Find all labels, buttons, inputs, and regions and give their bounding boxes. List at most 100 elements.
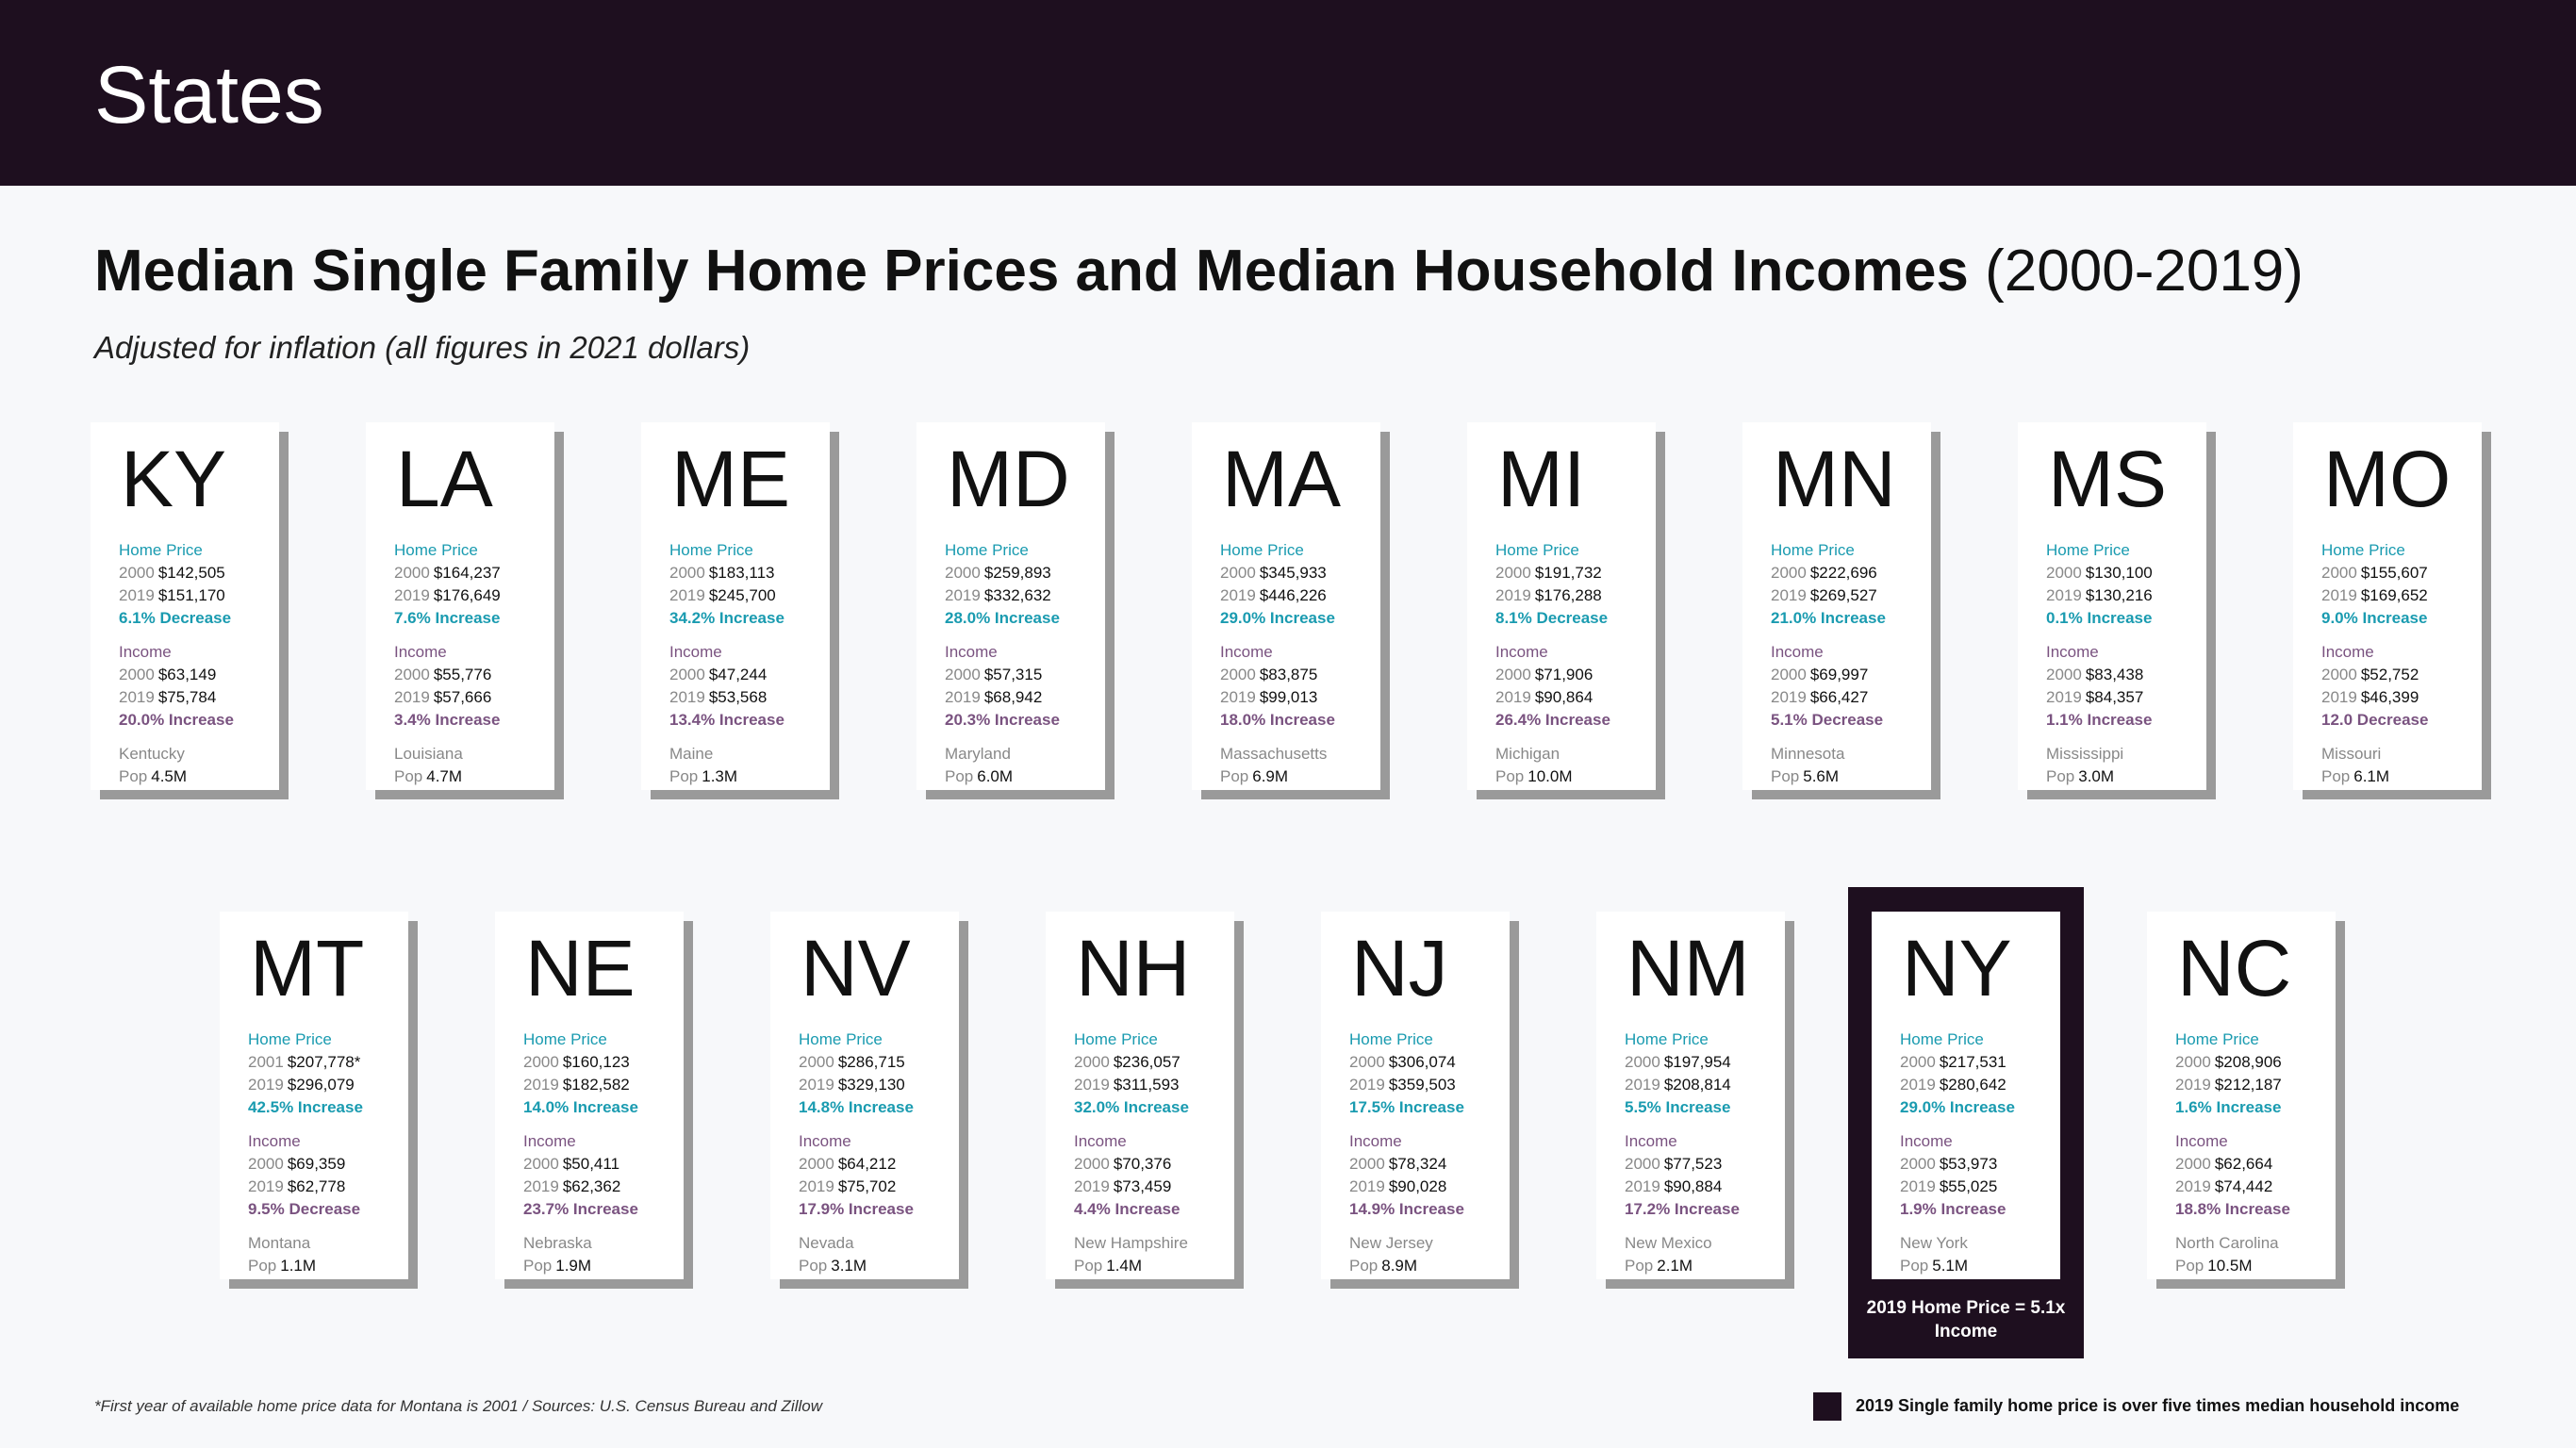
- income-change: 12.0 Decrease: [2321, 711, 2429, 729]
- home-row: 2001 $207,778*: [248, 1051, 408, 1074]
- income-label: Income: [1074, 1132, 1127, 1150]
- population: Pop 2.1M: [1625, 1255, 1785, 1277]
- value: $446,226: [1259, 586, 1327, 604]
- year: 2019: [248, 1177, 284, 1195]
- state-card: NC Home Price 2000 $208,906 2019 $212,187 1.6%…: [2147, 912, 2336, 1279]
- value: $47,244: [708, 666, 768, 683]
- state-name: Kentucky: [119, 745, 185, 763]
- year: 2019: [1074, 1076, 1110, 1094]
- year: 2000: [799, 1155, 834, 1173]
- state-name: Mississippi: [2046, 745, 2124, 763]
- home-label: Home Price: [2175, 1030, 2259, 1048]
- home-row: 2019 $176,649: [394, 584, 554, 607]
- state-card: MD Home Price 2000 $259,893 2019 $332,632 28.0…: [916, 422, 1105, 790]
- value: $55,025: [1939, 1177, 1998, 1195]
- home-row: 2000 $142,505: [119, 562, 279, 584]
- state-card: NH Home Price 2000 $236,057 2019 $311,593 32.0…: [1046, 912, 1234, 1279]
- income-row: 2000 $64,212: [799, 1153, 959, 1176]
- home-row: 2019 $296,079: [248, 1074, 408, 1096]
- value: $75,702: [837, 1177, 897, 1195]
- header-title: States: [94, 50, 324, 140]
- year: 2000: [799, 1053, 834, 1071]
- home-change: 14.0% Increase: [523, 1098, 638, 1116]
- income-row: 2019 $46,399: [2321, 686, 2482, 709]
- year: 2019: [799, 1177, 834, 1195]
- income-row: 2019 $99,013: [1220, 686, 1380, 709]
- home-row: 2000 $130,100: [2046, 562, 2206, 584]
- value: $62,664: [2214, 1155, 2273, 1173]
- pop-value: 8.9M: [1381, 1257, 1418, 1275]
- income-change: 26.4% Increase: [1495, 711, 1610, 729]
- year: 2019: [1495, 688, 1531, 706]
- population: Pop 1.4M: [1074, 1255, 1234, 1277]
- year: 2000: [1625, 1053, 1660, 1071]
- income-change: 1.9% Increase: [1900, 1200, 2006, 1218]
- population: Pop 1.1M: [248, 1255, 408, 1277]
- year: 2019: [394, 688, 430, 706]
- home-label: Home Price: [523, 1030, 607, 1048]
- income-change: 23.7% Increase: [523, 1200, 638, 1218]
- population: Pop 6.0M: [945, 765, 1105, 788]
- pop-label: Pop: [1771, 767, 1800, 785]
- year: 2000: [2175, 1053, 2211, 1071]
- home-row: 2019 $329,130: [799, 1074, 959, 1096]
- state-name: Louisiana: [394, 745, 463, 763]
- home-row: 2019 $176,288: [1495, 584, 1656, 607]
- state-name: New Jersey: [1349, 1234, 1433, 1252]
- state-card: MI Home Price 2000 $191,732 2019 $176,288 8.1%…: [1467, 422, 1656, 790]
- population: Pop 5.1M: [1900, 1255, 2060, 1277]
- population: Pop 5.6M: [1771, 765, 1931, 788]
- state-card: MN Home Price 2000 $222,696 2019 $269,527 21.0…: [1742, 422, 1931, 790]
- home-label: Home Price: [2046, 541, 2130, 559]
- state-name: Minnesota: [1771, 745, 1845, 763]
- state-abbr: ME: [671, 435, 790, 523]
- title: Median Single Family Home Prices and Med…: [94, 238, 2304, 304]
- income-row: 2000 $55,776: [394, 664, 554, 686]
- year: 2000: [394, 666, 430, 683]
- year: 2000: [1220, 666, 1256, 683]
- income-label: Income: [119, 643, 172, 661]
- state-card: ME Home Price 2000 $183,113 2019 $245,700 34.2…: [641, 422, 830, 790]
- value: $280,642: [1939, 1076, 2006, 1094]
- pop-label: Pop: [1220, 767, 1249, 785]
- income-label: Income: [394, 643, 447, 661]
- income-change: 20.3% Increase: [945, 711, 1060, 729]
- state-abbr: MA: [1222, 435, 1341, 523]
- state-card: NY Home Price 2000 $217,531 2019 $280,642 29.0…: [1872, 912, 2060, 1279]
- income-label: Income: [1349, 1132, 1402, 1150]
- state-card: KY Home Price 2000 $142,505 2019 $151,170 6.1%…: [91, 422, 279, 790]
- value: $69,359: [287, 1155, 346, 1173]
- home-label: Home Price: [2321, 541, 2405, 559]
- year: 2000: [523, 1053, 559, 1071]
- income-row: 2000 $69,997: [1771, 664, 1931, 686]
- state-abbr: MS: [2048, 435, 2167, 523]
- population: Pop 6.1M: [2321, 765, 2482, 788]
- income-row: 2000 $52,752: [2321, 664, 2482, 686]
- year: 2000: [394, 564, 430, 582]
- home-row: 2019 $169,652: [2321, 584, 2482, 607]
- pop-label: Pop: [119, 767, 148, 785]
- value: $151,170: [157, 586, 225, 604]
- year: 2019: [394, 586, 430, 604]
- value: $64,212: [837, 1155, 897, 1173]
- title-main: Median Single Family Home Prices and Med…: [94, 239, 1969, 304]
- home-row: 2019 $332,632: [945, 584, 1105, 607]
- pop-label: Pop: [799, 1257, 828, 1275]
- value: $306,074: [1388, 1053, 1456, 1071]
- income-row: 2019 $90,028: [1349, 1176, 1510, 1198]
- pop-label: Pop: [669, 767, 699, 785]
- state-name: Massachusetts: [1220, 745, 1328, 763]
- state-abbr: MO: [2323, 435, 2452, 523]
- year: 2019: [2321, 688, 2357, 706]
- state-abbr: MT: [250, 924, 365, 1012]
- home-change: 6.1% Decrease: [119, 609, 232, 627]
- home-row: 2019 $212,187: [2175, 1074, 2336, 1096]
- year: 2019: [945, 688, 981, 706]
- value: $191,732: [1534, 564, 1602, 582]
- income-label: Income: [2175, 1132, 2228, 1150]
- home-row: 2019 $151,170: [119, 584, 279, 607]
- home-label: Home Price: [1625, 1030, 1709, 1048]
- value: $208,906: [2214, 1053, 2282, 1071]
- year: 2019: [2175, 1076, 2211, 1094]
- home-row: 2000 $208,906: [2175, 1051, 2336, 1074]
